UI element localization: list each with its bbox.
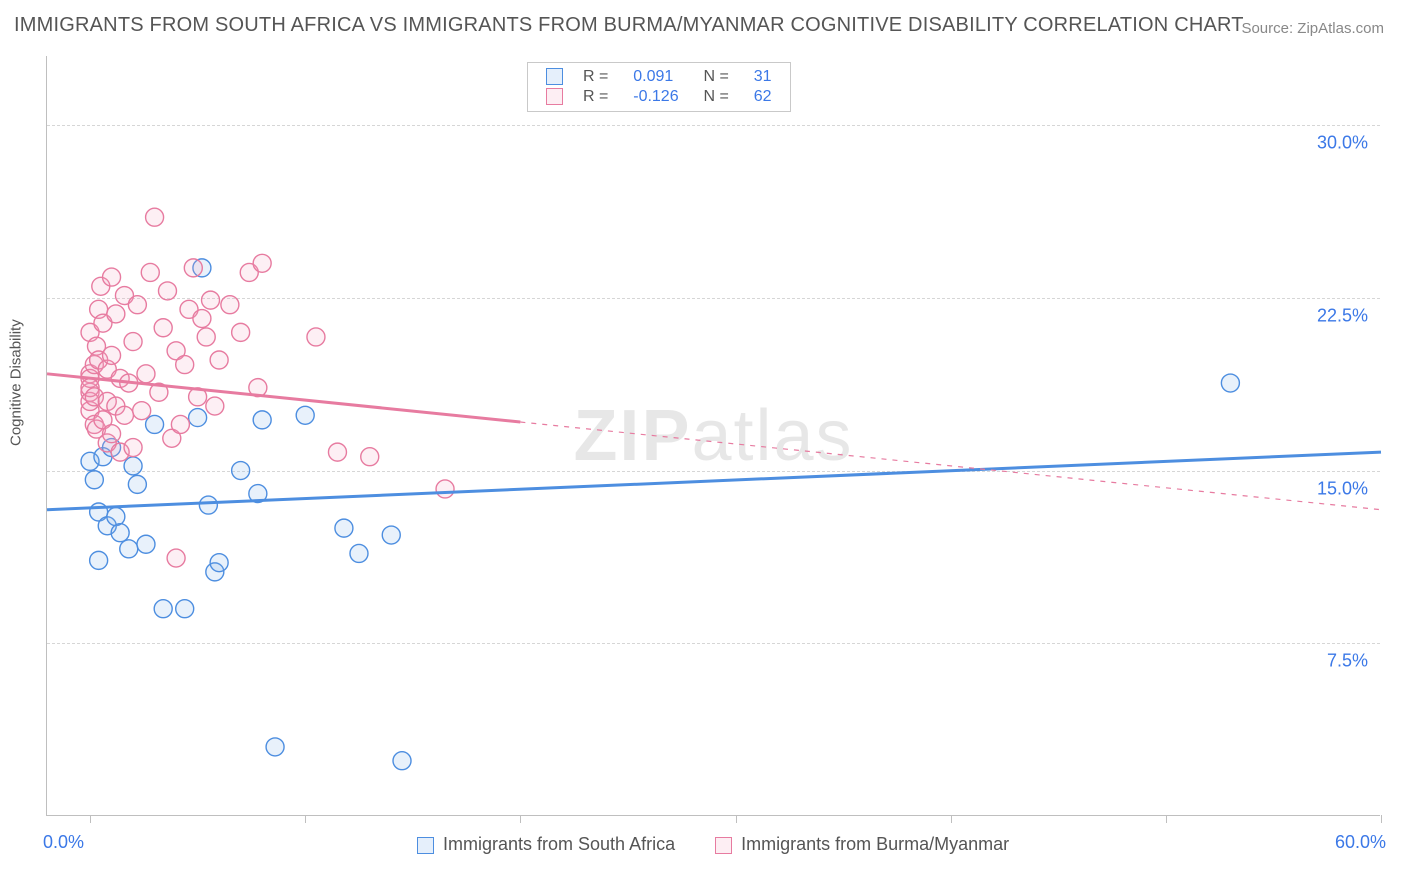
scatter-point-burma (436, 480, 454, 498)
x-tick-mark (305, 815, 306, 823)
scatter-point-south_africa (124, 457, 142, 475)
legend-label-south_africa: Immigrants from South Africa (443, 834, 675, 854)
scatter-point-burma (146, 208, 164, 226)
scatter-point-south_africa (107, 508, 125, 526)
scatter-point-burma (103, 268, 121, 286)
scatter-point-south_africa (296, 406, 314, 424)
x-tick-mark (1166, 815, 1167, 823)
scatter-point-burma (128, 296, 146, 314)
scatter-point-south_africa (1221, 374, 1239, 392)
legend-swatch-burma (546, 88, 563, 105)
scatter-point-burma (202, 291, 220, 309)
scatter-point-burma (221, 296, 239, 314)
x-axis-max-label: 60.0% (1335, 832, 1386, 853)
scatter-svg (47, 56, 1380, 815)
scatter-point-south_africa (154, 600, 172, 618)
scatter-point-burma (206, 397, 224, 415)
scatter-point-burma (328, 443, 346, 461)
legend-n-label: N = (687, 67, 746, 87)
scatter-point-south_africa (120, 540, 138, 558)
scatter-point-burma (115, 406, 133, 424)
series-legend: Immigrants from South Africa Immigrants … (417, 834, 1049, 855)
x-tick-mark (520, 815, 521, 823)
scatter-point-burma (133, 402, 151, 420)
scatter-point-burma (253, 254, 271, 272)
scatter-point-south_africa (253, 411, 271, 429)
scatter-point-burma (197, 328, 215, 346)
legend-r-label: R = (575, 87, 625, 107)
x-tick-mark (951, 815, 952, 823)
scatter-point-south_africa (199, 496, 217, 514)
legend-swatch-south_africa (546, 68, 563, 85)
scatter-point-south_africa (210, 554, 228, 572)
y-tick-label: 30.0% (1317, 133, 1368, 154)
scatter-point-south_africa (146, 415, 164, 433)
legend-swatch-south_africa (417, 837, 434, 854)
scatter-point-burma (176, 356, 194, 374)
scatter-point-burma (210, 351, 228, 369)
legend-r-value-south_africa: 0.091 (625, 67, 686, 87)
scatter-point-burma (124, 333, 142, 351)
scatter-point-south_africa (350, 544, 368, 562)
legend-r-value-burma: -0.126 (625, 87, 686, 107)
y-axis-label: Cognitive Disability (8, 319, 25, 446)
legend-r-label: R = (575, 67, 625, 87)
legend-label-burma: Immigrants from Burma/Myanmar (741, 834, 1009, 854)
legend-n-value-south_africa: 31 (746, 67, 780, 87)
scatter-point-south_africa (266, 738, 284, 756)
scatter-point-burma (154, 319, 172, 337)
scatter-point-burma (167, 549, 185, 567)
trendline-burma-dashed (520, 422, 1381, 510)
scatter-point-burma (232, 323, 250, 341)
y-tick-label: 7.5% (1327, 651, 1368, 672)
scatter-point-south_africa (382, 526, 400, 544)
scatter-point-south_africa (128, 475, 146, 493)
scatter-point-burma (158, 282, 176, 300)
x-tick-mark (736, 815, 737, 823)
x-axis-min-label: 0.0% (43, 832, 84, 853)
legend-n-label: N = (687, 87, 746, 107)
y-tick-label: 15.0% (1317, 478, 1368, 499)
x-tick-mark (1381, 815, 1382, 823)
scatter-point-burma (307, 328, 325, 346)
legend-swatch-burma (715, 837, 732, 854)
scatter-point-burma (141, 263, 159, 281)
scatter-point-south_africa (189, 409, 207, 427)
y-tick-label: 22.5% (1317, 305, 1368, 326)
scatter-point-burma (193, 310, 211, 328)
plot-area: ZIPatlas R = 0.091 N = 31R = -0.126 N = … (46, 56, 1380, 816)
scatter-point-south_africa (335, 519, 353, 537)
scatter-point-south_africa (393, 752, 411, 770)
scatter-point-burma (103, 346, 121, 364)
scatter-point-burma (124, 439, 142, 457)
scatter-point-burma (137, 365, 155, 383)
scatter-point-burma (171, 415, 189, 433)
scatter-point-south_africa (137, 535, 155, 553)
scatter-point-burma (107, 305, 125, 323)
source-attribution: Source: ZipAtlas.com (1241, 20, 1384, 37)
scatter-point-south_africa (111, 524, 129, 542)
correlation-legend: R = 0.091 N = 31 R = -0.126 N = 62 (527, 62, 791, 112)
trendline-south_africa (47, 452, 1381, 510)
scatter-point-burma (103, 425, 121, 443)
scatter-point-south_africa (232, 462, 250, 480)
x-tick-mark (90, 815, 91, 823)
scatter-point-south_africa (90, 551, 108, 569)
legend-n-value-burma: 62 (746, 87, 780, 107)
legend-item-burma: Immigrants from Burma/Myanmar (715, 834, 1009, 855)
chart-title: IMMIGRANTS FROM SOUTH AFRICA VS IMMIGRAN… (14, 14, 1244, 37)
legend-item-south_africa: Immigrants from South Africa (417, 834, 675, 855)
scatter-point-burma (184, 259, 202, 277)
scatter-point-south_africa (85, 471, 103, 489)
scatter-point-burma (361, 448, 379, 466)
scatter-point-south_africa (176, 600, 194, 618)
